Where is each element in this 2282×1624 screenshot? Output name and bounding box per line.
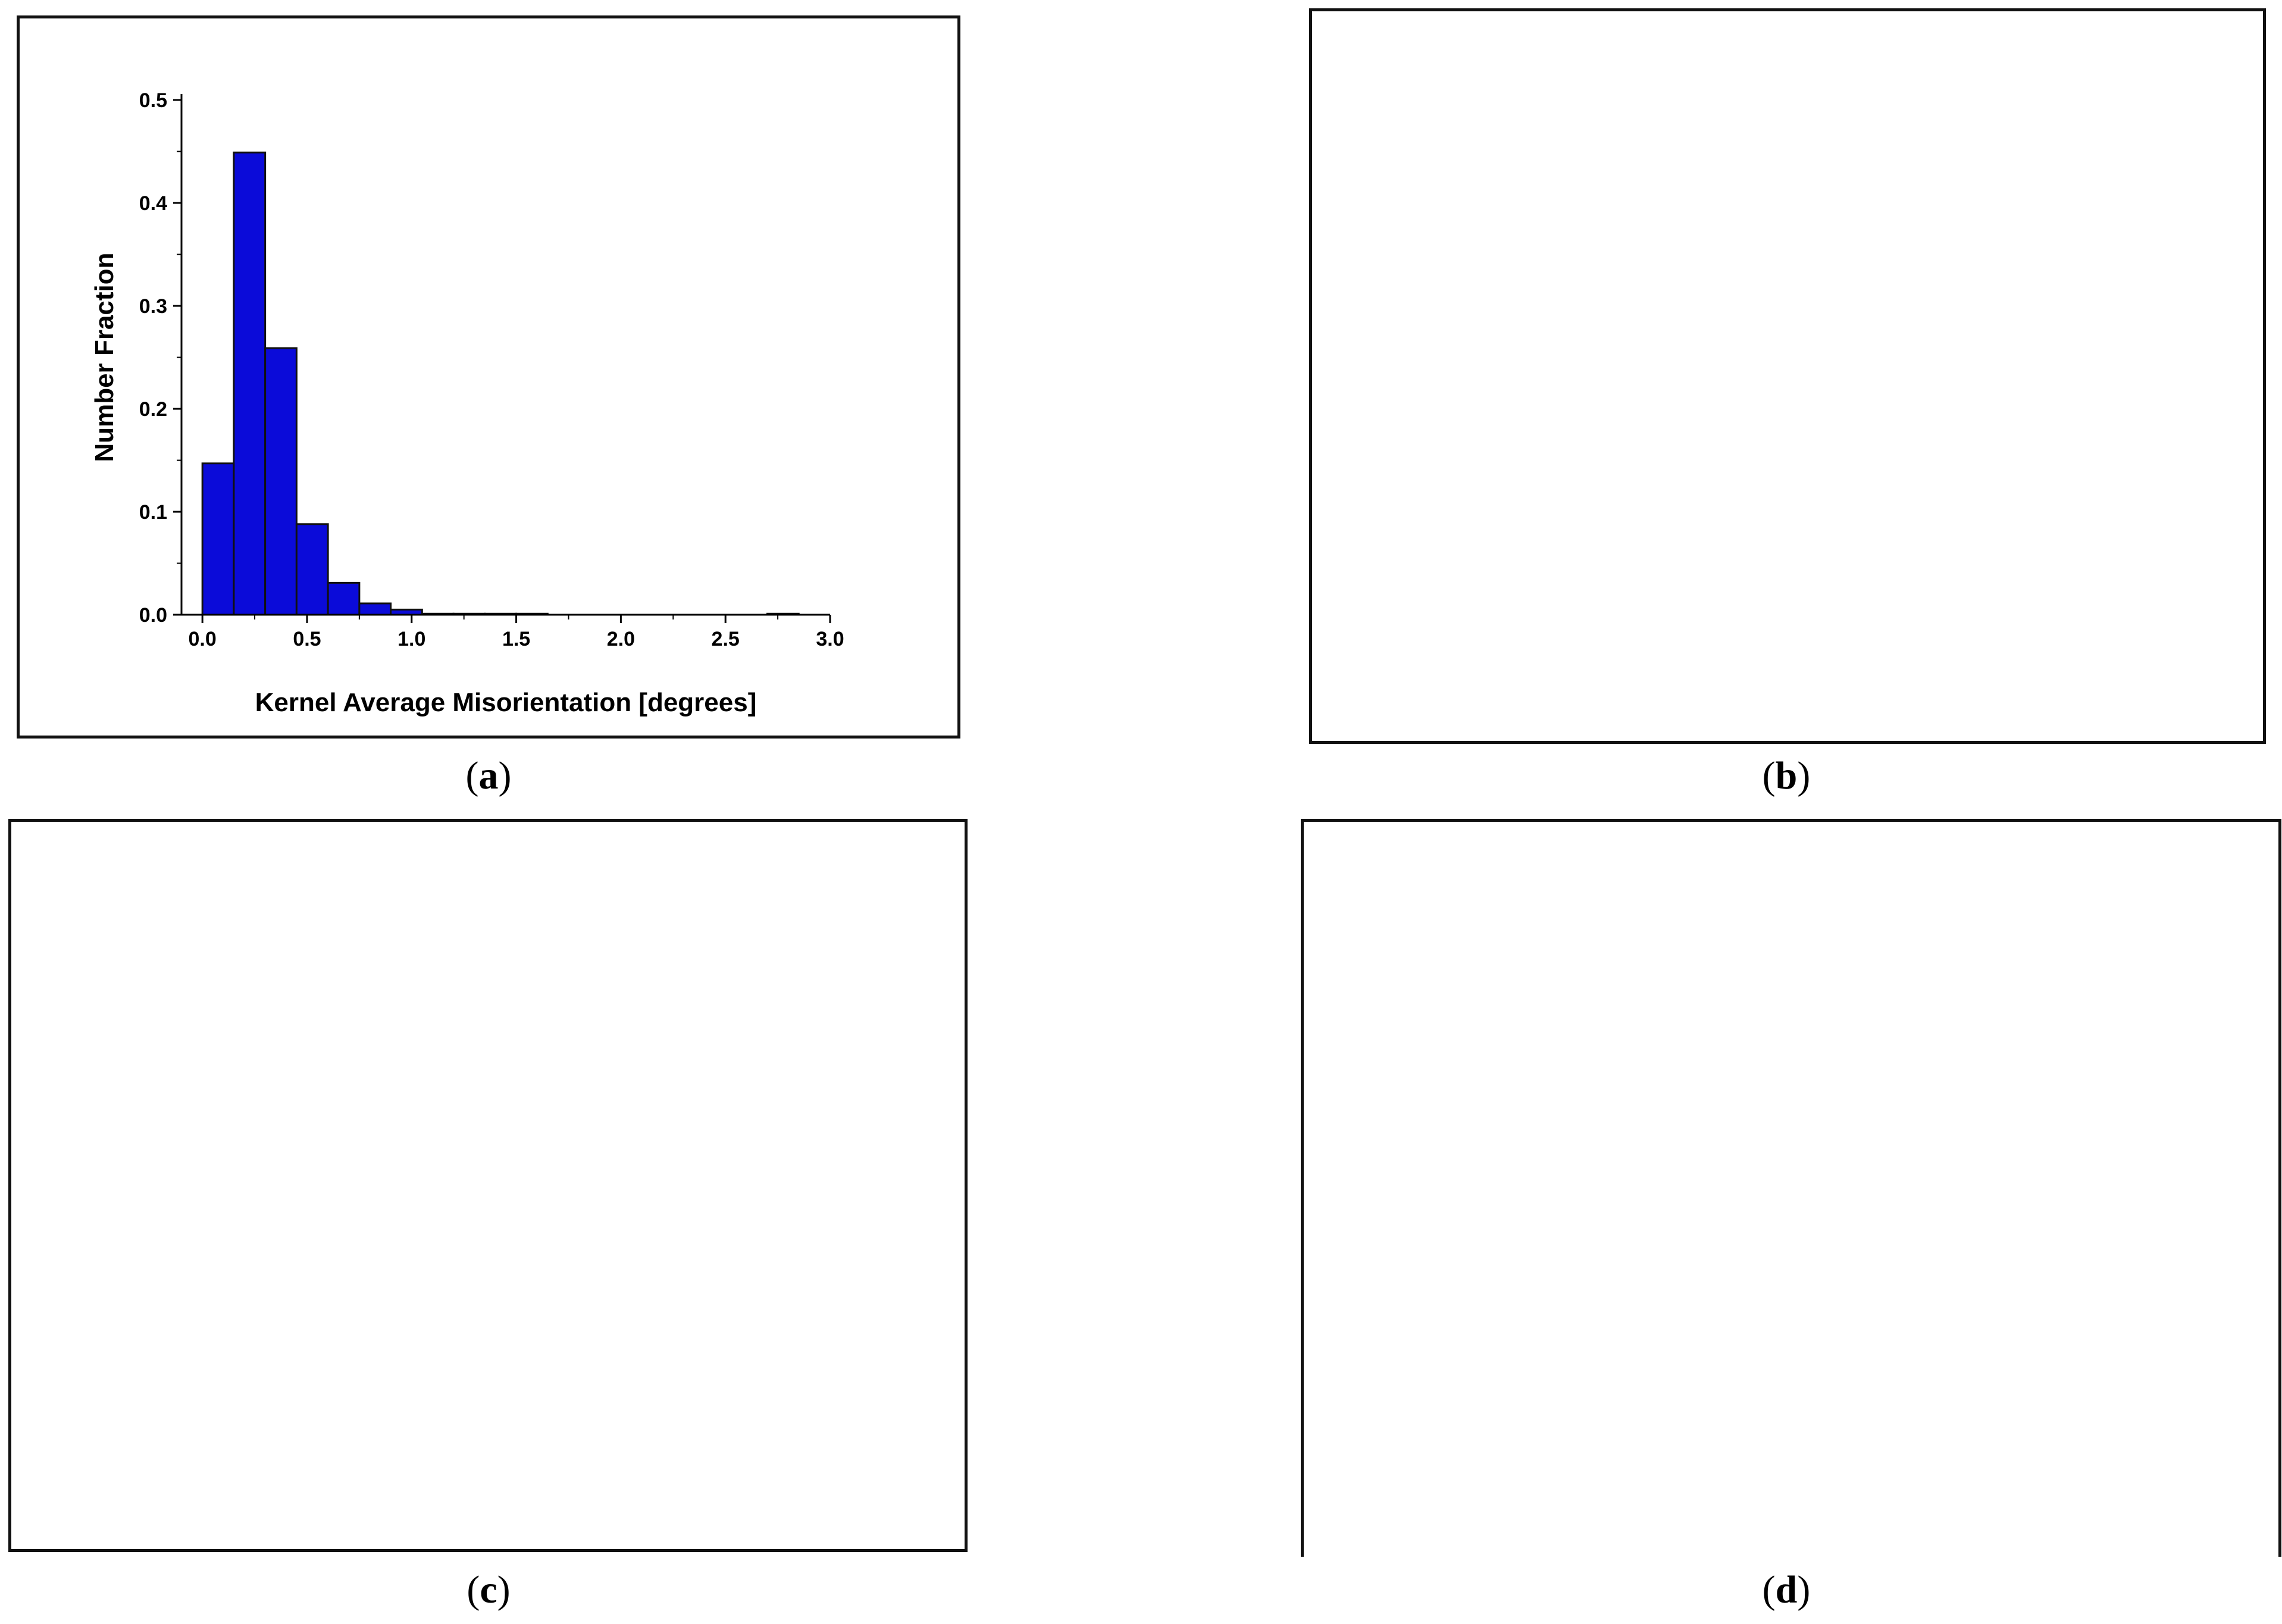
panel-d-frame <box>1301 819 2281 1557</box>
x-tick-label-a-6: 3.0 <box>816 628 844 650</box>
y-tick-label-a-3: 0.3 <box>139 295 167 318</box>
y-tick-label-a-5: 0.5 <box>139 89 167 112</box>
y-tick-label-a-4: 0.4 <box>139 192 167 215</box>
chart-a: 0.0 0.1 0.2 0.3 0.4 0.5 0.0 0.5 1.0 1.5 2.0 2.5 3.0 K… <box>90 89 844 717</box>
x-tick-label-a-0: 0.0 <box>189 628 217 650</box>
bar-a-0 <box>201 462 235 616</box>
bar-a-2 <box>264 347 298 616</box>
bar-a-4 <box>327 581 361 616</box>
x-tick-label-a-5: 2.5 <box>712 628 740 650</box>
panel-a-frame <box>17 15 960 739</box>
x-tick-label-a-2: 1.0 <box>397 628 425 650</box>
caption-d: (d) <box>1762 1568 1811 1612</box>
bar-a-1 <box>233 151 267 616</box>
y-axis-title-a: Number Fraction <box>90 252 119 462</box>
y-tick-label-a-1: 0.1 <box>139 501 167 524</box>
x-axis-title-a: Kernel Average Misorientation [degrees] <box>255 688 757 717</box>
x-tick-label-a-4: 2.0 <box>607 628 635 650</box>
caption-c: (c) <box>467 1568 511 1612</box>
y-tick-label-a-2: 0.2 <box>139 398 167 421</box>
panel-c-frame <box>8 819 968 1552</box>
bar-a-3 <box>295 523 329 616</box>
panel-b-frame <box>1309 8 2266 744</box>
bar-a-5 <box>358 602 392 616</box>
y-tick-label-a-0: 0.0 <box>139 604 167 627</box>
x-tick-label-a-1: 0.5 <box>293 628 321 650</box>
caption-a: (a) <box>465 754 512 797</box>
x-tick-label-a-3: 1.5 <box>502 628 530 650</box>
caption-b: (b) <box>1762 754 1811 797</box>
